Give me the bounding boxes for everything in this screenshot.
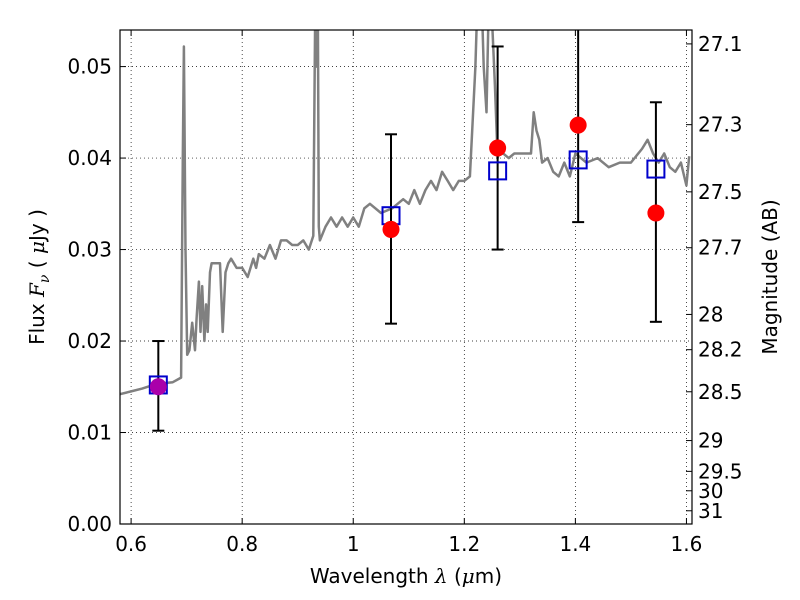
y2-tick-label: 29.5 — [698, 459, 743, 483]
y2-tick-label: 31 — [698, 499, 723, 523]
y-axis-label: Flux Fν ( μJy ) — [25, 209, 53, 345]
y-tick-label: 0.04 — [67, 146, 112, 170]
y2-axis-label: Magnitude (AB) — [758, 199, 782, 354]
model-band-square — [646, 159, 666, 179]
y2-tick-label: 27.1 — [698, 32, 743, 56]
model-band-square — [488, 161, 508, 181]
axes-ticks: 0.6 0.8 1 1.2 1.4 1.6 0.00 0.01 0.02 0.03 0.04 0.05… — [67, 30, 743, 556]
y-tick-label: 0.05 — [67, 55, 112, 79]
plot-frame — [119, 29, 693, 525]
x-tick-label: 0.8 — [226, 532, 258, 556]
x-tick-label: 1.2 — [448, 532, 480, 556]
x-tick-label: 1.6 — [671, 532, 703, 556]
y2-tick-label: 28.2 — [698, 338, 743, 362]
x-tick-label: 1 — [347, 532, 360, 556]
y-tick-label: 0.00 — [67, 512, 112, 536]
x-tick-label: 1.4 — [559, 532, 591, 556]
observed-point — [489, 139, 507, 157]
model-spectrum-line — [120, 30, 691, 396]
y-tick-label: 0.03 — [67, 238, 112, 262]
x-tick-label: 0.6 — [115, 532, 147, 556]
y-tick-label: 0.01 — [67, 421, 112, 445]
y2-tick-label: 27.5 — [698, 180, 743, 204]
observed-point — [647, 204, 665, 222]
model-band-square — [568, 150, 588, 170]
y2-tick-label: 29 — [698, 429, 723, 453]
y2-tick-label: 27.3 — [698, 113, 743, 137]
y2-tick-label: 27.7 — [698, 236, 743, 260]
observed-point — [382, 220, 400, 238]
y2-tick-label: 28 — [698, 302, 723, 326]
y2-tick-label: 28.5 — [698, 380, 743, 404]
x-axis-label: Wavelength λ (μm) — [310, 564, 502, 588]
y2-tick-label: 30 — [698, 479, 723, 503]
highlight-point — [149, 378, 167, 396]
observed-point — [569, 116, 587, 134]
y-tick-label: 0.02 — [67, 329, 112, 353]
plot-area — [120, 30, 691, 432]
